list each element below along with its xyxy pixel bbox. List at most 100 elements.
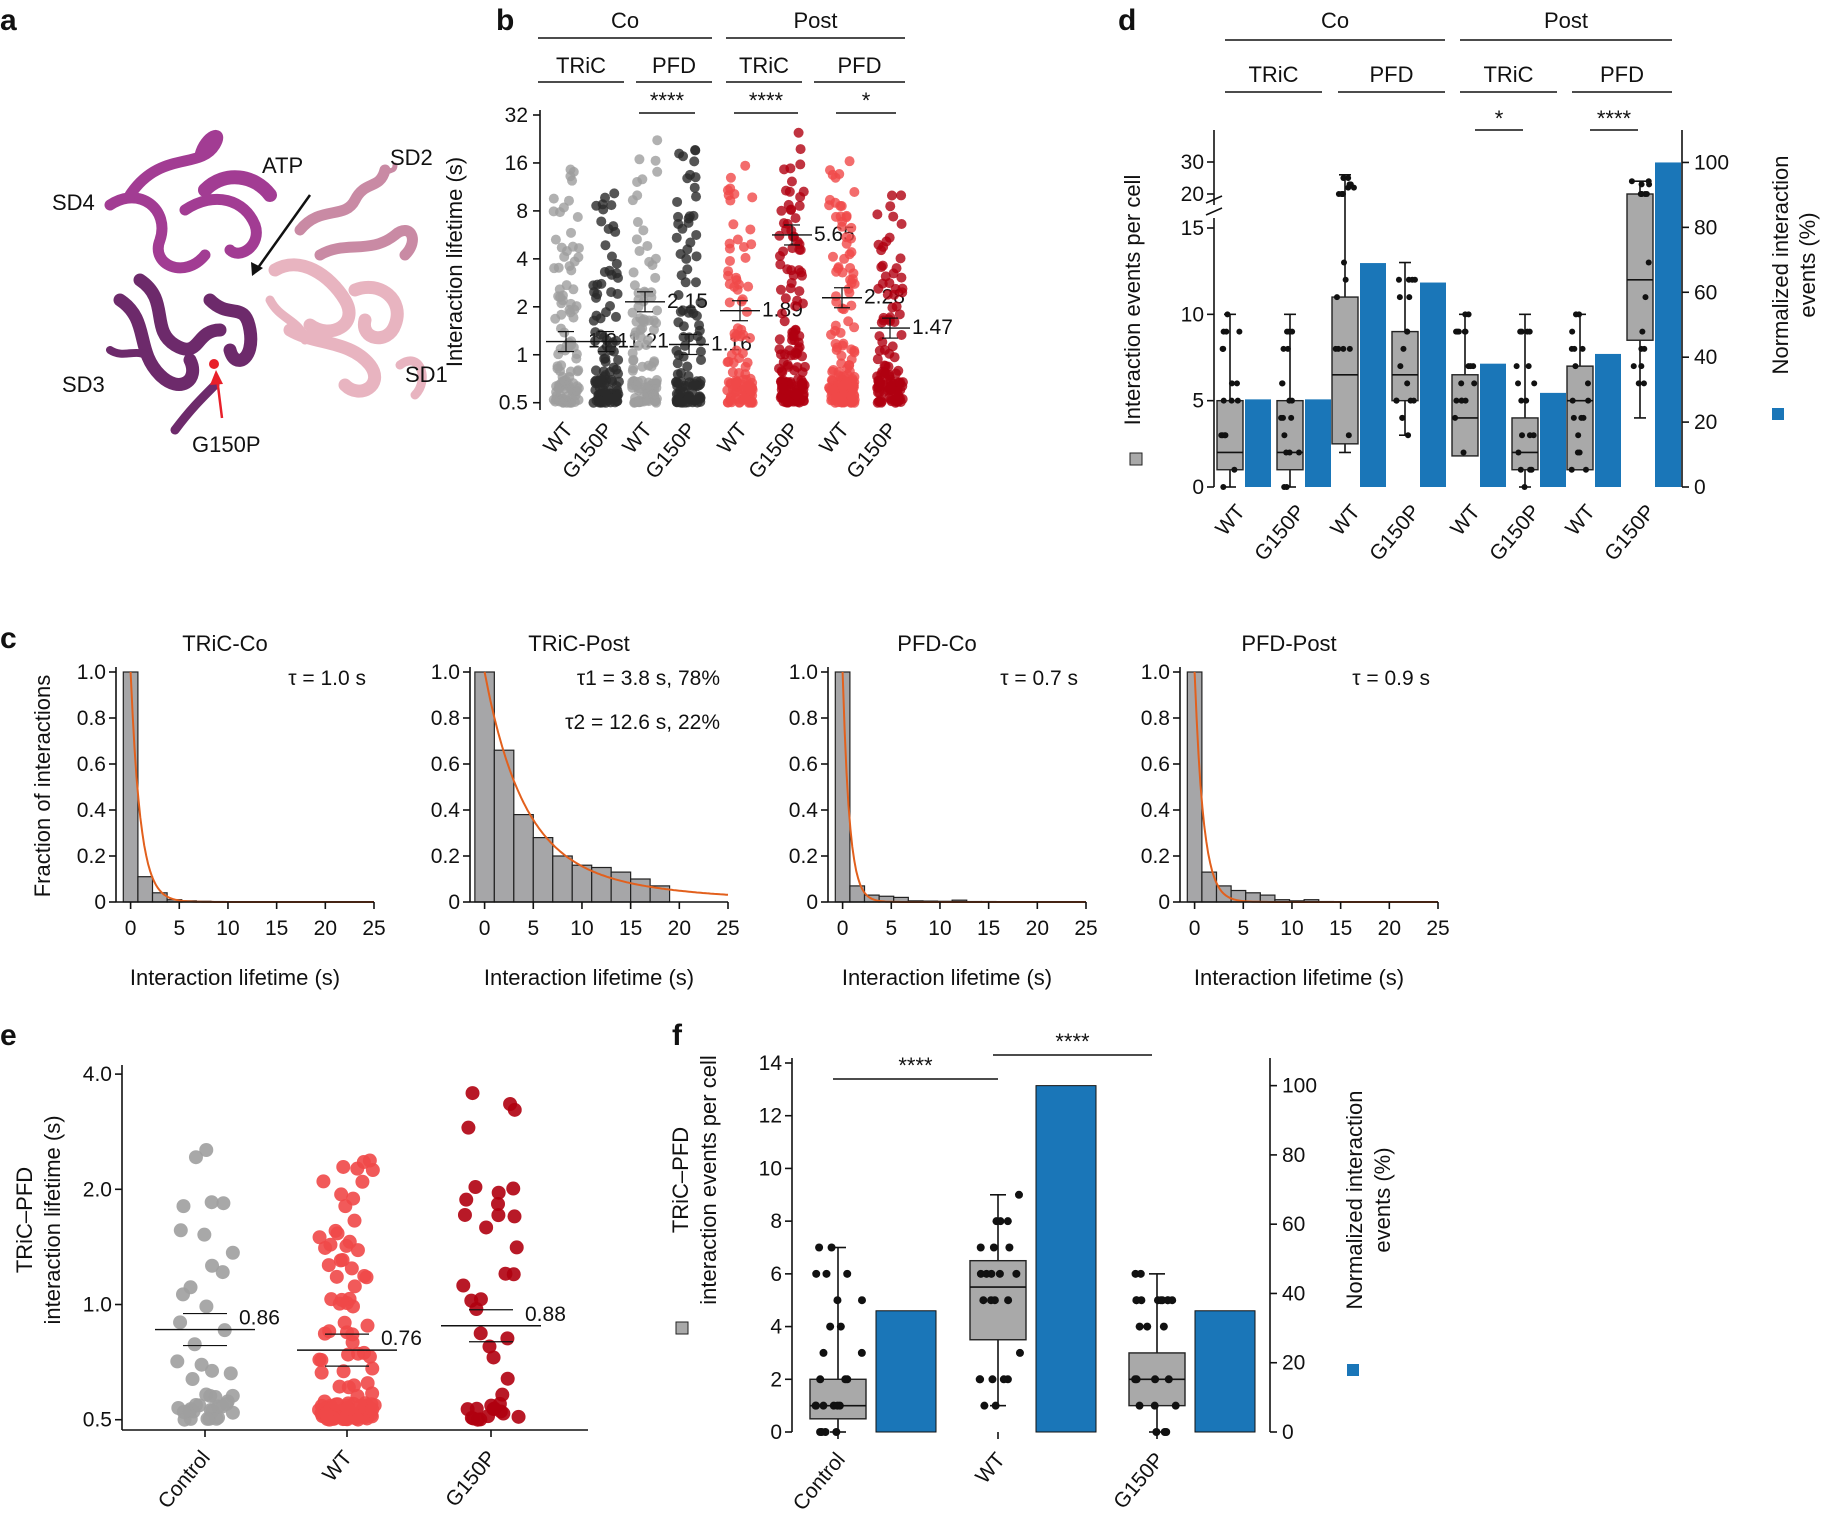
scatter-point (695, 346, 706, 357)
scatter-point (598, 384, 609, 395)
histogram-2: PFD-Co 0 0.2 0.4 0.6 0.8 1.0 0 5 10 15 20 25 Interact… (789, 631, 1098, 990)
scatter-point (553, 349, 564, 360)
scatter-point (590, 327, 601, 338)
data-point (1228, 380, 1235, 387)
x-tick-label: 5 (173, 917, 185, 940)
data-point (815, 1243, 824, 1252)
scatter-point (778, 382, 789, 393)
data-point (1341, 259, 1348, 266)
x-tick-label: WT (815, 418, 854, 458)
normalized-bar (1035, 1085, 1097, 1433)
data-point (1638, 363, 1645, 370)
data-point (832, 1428, 841, 1436)
data-point (1645, 259, 1652, 266)
scatter-point (329, 1397, 344, 1412)
y-tick-label: 1.0 (83, 1294, 112, 1317)
scatter-point (175, 1287, 190, 1302)
scatter-point (205, 1363, 220, 1378)
subgroup-label: PFD (1370, 62, 1414, 87)
fit-curve (129, 671, 374, 903)
domain-sd4-ribbon (104, 129, 277, 274)
scatter-point (728, 219, 739, 230)
data-point (1350, 184, 1357, 191)
box-plot-2 (1128, 1269, 1186, 1436)
scatter-point (740, 252, 751, 263)
x-tick-label: WT (1561, 500, 1600, 540)
data-point (1279, 380, 1286, 387)
data-point (1399, 414, 1406, 421)
panel-f-tric-pfd-events: 0 2 4 6 8 10 12 14 0 20 40 60 80 100 TRiC–PFD interacti… (668, 1029, 1395, 1515)
data-point (1575, 432, 1582, 439)
histogram-1: TRiC-Post 0 0.2 0.4 0.6 0.8 1.0 0 5 10 15 20 25 Inter… (431, 631, 740, 990)
x-tick-label: G150P (1109, 1448, 1169, 1513)
box-plot-2 (1331, 174, 1359, 454)
scatter-point (689, 182, 700, 193)
scatter-point (569, 256, 580, 267)
scatter-point (774, 251, 785, 262)
scatter-point (796, 267, 807, 278)
scatter-point (691, 229, 702, 240)
scatter-point (846, 390, 857, 401)
data-point (1461, 328, 1468, 335)
scatter-point (877, 278, 888, 289)
scatter-point (637, 174, 648, 185)
data-point (1288, 414, 1295, 421)
x-tick-label: 25 (1074, 917, 1097, 940)
data-point (1150, 1401, 1159, 1410)
scatter-point (795, 159, 806, 170)
data-point (1523, 397, 1530, 404)
x-axis-label: Interaction lifetime (s) (484, 965, 694, 990)
data-point (995, 1269, 1004, 1278)
scatter-point (565, 171, 576, 182)
scatter-point (780, 293, 791, 304)
data-point (1220, 484, 1227, 490)
histogram-bar (552, 855, 573, 903)
data-point (1151, 1375, 1160, 1384)
scatter-point (785, 163, 796, 174)
scatter-point (844, 360, 855, 371)
data-point (1453, 328, 1460, 335)
scatter-point (634, 154, 645, 165)
scatter-group-5 (774, 127, 810, 408)
scatter-point (634, 246, 645, 257)
axis-break (1205, 195, 1223, 204)
scatter-point (791, 390, 802, 401)
x-tick-label: Control (154, 1446, 215, 1513)
scatter-point (611, 268, 622, 279)
scatter-point (647, 260, 658, 271)
box-plot-0 (809, 1243, 867, 1436)
mutation-label: G150P (192, 432, 261, 457)
y-tick-label-right: 0 (1282, 1421, 1294, 1444)
scatter-point (482, 1339, 497, 1354)
scatter-point (312, 1230, 327, 1245)
scatter-point (612, 288, 623, 299)
scatter-point (895, 377, 906, 388)
scatter-point (170, 1354, 185, 1369)
data-point (1404, 328, 1411, 335)
scatter-point (225, 1245, 240, 1260)
data-point (1397, 363, 1404, 370)
y-tick-label-right: 40 (1694, 346, 1717, 369)
data-point (1280, 345, 1287, 352)
data-point (1332, 345, 1339, 352)
data-point (1407, 397, 1414, 404)
data-point (1132, 1296, 1141, 1305)
scatter-point (692, 397, 703, 408)
scatter-point (360, 1318, 375, 1333)
data-point (1163, 1296, 1172, 1305)
data-point (989, 1243, 998, 1252)
y-tick-label-right: 80 (1282, 1144, 1305, 1167)
scatter-point (673, 211, 684, 222)
data-point (1521, 484, 1528, 490)
scatter-point (350, 1243, 365, 1258)
scatter-point (846, 344, 857, 355)
sd3-label: SD3 (62, 372, 105, 397)
data-point (1223, 328, 1230, 335)
data-point (1400, 345, 1407, 352)
y-axis-label-right-line2: events (%) (1370, 1147, 1395, 1252)
scatter-point (495, 1387, 510, 1402)
y-tick-label-left: 0 (1192, 476, 1204, 499)
sd2-label: SD2 (390, 145, 433, 170)
scatter-point (553, 262, 564, 273)
scatter-point (650, 272, 661, 283)
